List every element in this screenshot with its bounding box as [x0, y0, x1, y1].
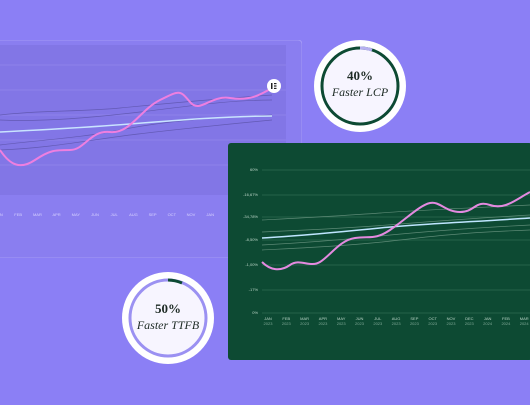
year-label: 2023	[392, 321, 402, 326]
month-label: MAR	[300, 316, 309, 321]
right-median	[261, 217, 530, 239]
right-grid	[262, 169, 530, 314]
year-label: 2023	[428, 321, 438, 326]
year-label: 2023	[337, 321, 347, 326]
right-highlight	[261, 191, 530, 271]
month-label: JAN	[264, 316, 272, 321]
year-label: 2024	[483, 321, 493, 326]
month-label: JAN	[484, 316, 492, 321]
gauge-caption: Faster LCP	[331, 85, 389, 99]
year-label: 2023	[410, 321, 420, 326]
month-label: MAY	[337, 316, 346, 321]
month-label: SEP	[149, 212, 157, 217]
month-label: FEB	[14, 212, 22, 217]
year-label: 2023	[318, 321, 328, 326]
month-label: MAR	[520, 316, 529, 321]
month-label: AUG	[392, 316, 401, 321]
y-label: -17%	[249, 287, 259, 292]
month-label: APR	[52, 212, 60, 217]
year-label: 2024	[520, 321, 530, 326]
month-label: DEC	[465, 316, 474, 321]
month-label: SEP	[410, 316, 418, 321]
gauge-lcp: 40% Faster LCP	[314, 40, 406, 132]
gauge-caption: Faster TTFB	[136, 318, 200, 332]
year-label: 2023	[465, 321, 475, 326]
y-label: 60%	[250, 167, 258, 172]
month-label: OCT	[428, 316, 437, 321]
gauge-percent: 50%	[155, 301, 181, 316]
y-label: -34,78%	[243, 214, 258, 219]
month-label: MAR	[33, 212, 42, 217]
month-label: JUN	[356, 316, 364, 321]
y-label: -16,67%	[243, 192, 258, 197]
month-label: NOV	[187, 212, 196, 217]
month-label: OCT	[168, 212, 177, 217]
month-label: JAN	[206, 212, 214, 217]
month-label: NOV	[447, 316, 456, 321]
year-label: 2023	[355, 321, 365, 326]
year-label: 2023	[373, 321, 383, 326]
year-label: 2023	[282, 321, 292, 326]
month-label: FEB	[502, 316, 510, 321]
month-label: JUL	[111, 212, 119, 217]
y-label: -8,50%	[245, 237, 258, 242]
right-chart: 60%-16,67%-34,78%-8,50%-1,00%-17%0%JAN20…	[228, 143, 530, 360]
month-label: FEB	[282, 316, 290, 321]
year-label: 2023	[264, 321, 274, 326]
month-label: APR	[319, 316, 327, 321]
gauge-ttfb: 50% Faster TTFB	[122, 272, 214, 364]
year-label: 2023	[300, 321, 310, 326]
month-label: JUN	[91, 212, 99, 217]
month-label: MAY	[72, 212, 81, 217]
right-panel	[228, 143, 530, 360]
month-label: JUL	[374, 316, 382, 321]
y-label: -1,00%	[245, 262, 258, 267]
left-highlight	[0, 87, 273, 167]
year-label: 2023	[447, 321, 457, 326]
gauge-percent: 40%	[347, 68, 373, 83]
month-label: JAN	[0, 212, 3, 217]
y-label: 0%	[252, 310, 258, 315]
month-label: AUG	[129, 212, 138, 217]
year-label: 2024	[501, 321, 511, 326]
